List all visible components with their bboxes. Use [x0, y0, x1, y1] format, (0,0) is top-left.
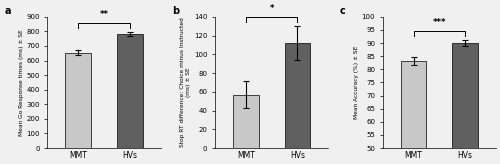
Bar: [117, 34, 142, 148]
Text: ***: ***: [432, 18, 446, 27]
Text: b: b: [172, 6, 179, 16]
Bar: [284, 43, 310, 148]
Text: **: **: [100, 10, 108, 19]
Bar: [233, 95, 259, 148]
Bar: [452, 43, 478, 164]
Y-axis label: Stop RT difference: Choice minus Instructed
(ms) ± SE: Stop RT difference: Choice minus Instruc…: [180, 18, 191, 147]
Bar: [400, 61, 426, 164]
Bar: [66, 52, 91, 148]
Text: a: a: [4, 6, 11, 16]
Text: c: c: [340, 6, 345, 16]
Y-axis label: Mean Accuracy (%) ± SE: Mean Accuracy (%) ± SE: [354, 46, 358, 119]
Y-axis label: Mean Go Response times (ms) ± SE: Mean Go Response times (ms) ± SE: [18, 29, 24, 136]
Text: *: *: [270, 4, 274, 13]
